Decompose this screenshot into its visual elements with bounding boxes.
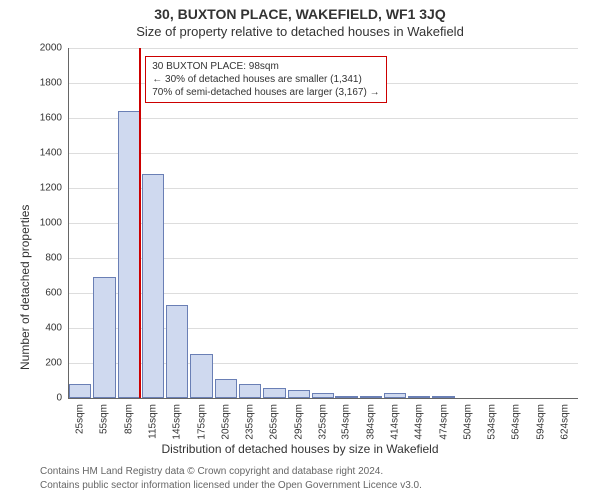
histogram-bar (190, 354, 212, 398)
x-tick-label: 504sqm (462, 404, 473, 440)
x-tick-label: 235sqm (245, 404, 256, 440)
x-tick-label: 354sqm (341, 404, 352, 440)
x-tick-label: 205sqm (220, 404, 231, 440)
x-tick-label: 145sqm (172, 404, 183, 440)
y-tick-label: 1800 (22, 78, 62, 89)
y-tick-label: 400 (22, 323, 62, 334)
y-tick-label: 600 (22, 288, 62, 299)
footer-line-1: Contains HM Land Registry data © Crown c… (40, 466, 383, 477)
y-tick-label: 200 (22, 358, 62, 369)
y-axis-line (68, 48, 69, 398)
annotation-line-1: 30 BUXTON PLACE: 98sqm (152, 61, 279, 72)
y-tick-label: 0 (22, 393, 62, 404)
x-tick-label: 55sqm (99, 404, 110, 434)
y-tick-label: 1000 (22, 218, 62, 229)
x-tick-label: 624sqm (560, 404, 571, 440)
x-tick-label: 564sqm (511, 404, 522, 440)
histogram-bar (263, 388, 285, 398)
y-tick-label: 1200 (22, 183, 62, 194)
histogram-plot: 020040060080010001200140016001800200025s… (68, 48, 578, 398)
histogram-bar (69, 384, 91, 398)
x-tick-label: 444sqm (414, 404, 425, 440)
histogram-bar (239, 384, 261, 398)
x-tick-label: 534sqm (487, 404, 498, 440)
x-tick-label: 414sqm (390, 404, 401, 440)
x-tick-label: 474sqm (438, 404, 449, 440)
gridline (68, 118, 578, 119)
x-tick-label: 85sqm (123, 404, 134, 434)
x-tick-label: 594sqm (535, 404, 546, 440)
gridline (68, 48, 578, 49)
x-tick-label: 295sqm (293, 404, 304, 440)
page-subtitle: Size of property relative to detached ho… (0, 24, 600, 39)
histogram-bar (288, 390, 310, 398)
histogram-bar (118, 111, 140, 398)
histogram-bar (93, 277, 115, 398)
x-tick-label: 25sqm (75, 404, 86, 434)
x-tick-label: 325sqm (318, 404, 329, 440)
footer-line-2: Contains public sector information licen… (40, 480, 422, 491)
histogram-bar (215, 379, 237, 398)
annotation-line-2: ← 30% of detached houses are smaller (1,… (152, 73, 379, 86)
annotation-line-3: 70% of semi-detached houses are larger (… (152, 86, 379, 99)
y-tick-label: 1600 (22, 113, 62, 124)
x-tick-label: 265sqm (269, 404, 280, 440)
histogram-bar (142, 174, 164, 398)
page-title-address: 30, BUXTON PLACE, WAKEFIELD, WF1 3JQ (0, 6, 600, 22)
x-tick-label: 115sqm (148, 404, 159, 439)
page-root: 30, BUXTON PLACE, WAKEFIELD, WF1 3JQ Siz… (0, 0, 600, 500)
x-tick-label: 175sqm (196, 404, 207, 440)
x-tick-label: 384sqm (365, 404, 376, 440)
y-tick-label: 800 (22, 253, 62, 264)
x-axis-line (68, 398, 578, 399)
gridline (68, 153, 578, 154)
annotation-box: 30 BUXTON PLACE: 98sqm← 30% of detached … (145, 56, 386, 103)
y-tick-label: 2000 (22, 43, 62, 54)
y-tick-label: 1400 (22, 148, 62, 159)
x-axis-label: Distribution of detached houses by size … (0, 442, 600, 456)
property-marker-line (139, 48, 141, 398)
histogram-bar (166, 305, 188, 398)
